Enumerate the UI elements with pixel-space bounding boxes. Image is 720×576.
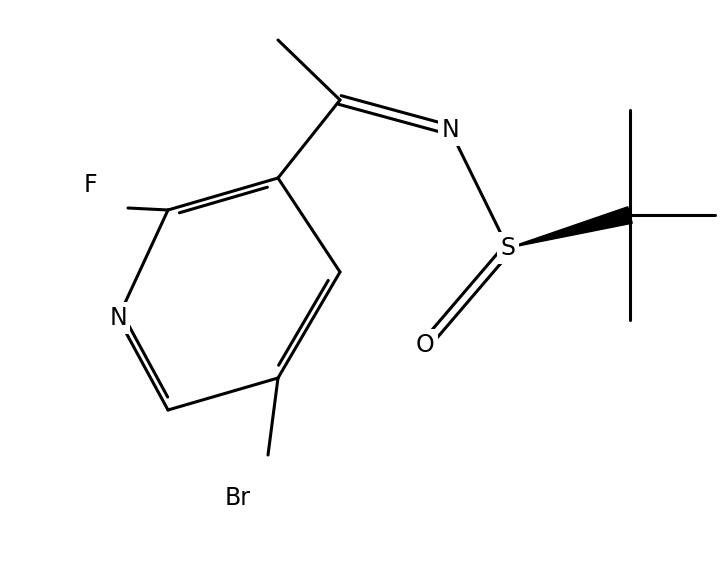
Text: N: N xyxy=(441,118,459,142)
Text: F: F xyxy=(84,173,96,197)
Text: Br: Br xyxy=(225,486,251,510)
Polygon shape xyxy=(508,207,632,248)
Text: N: N xyxy=(109,306,127,330)
Text: O: O xyxy=(415,333,434,357)
Text: S: S xyxy=(500,236,516,260)
